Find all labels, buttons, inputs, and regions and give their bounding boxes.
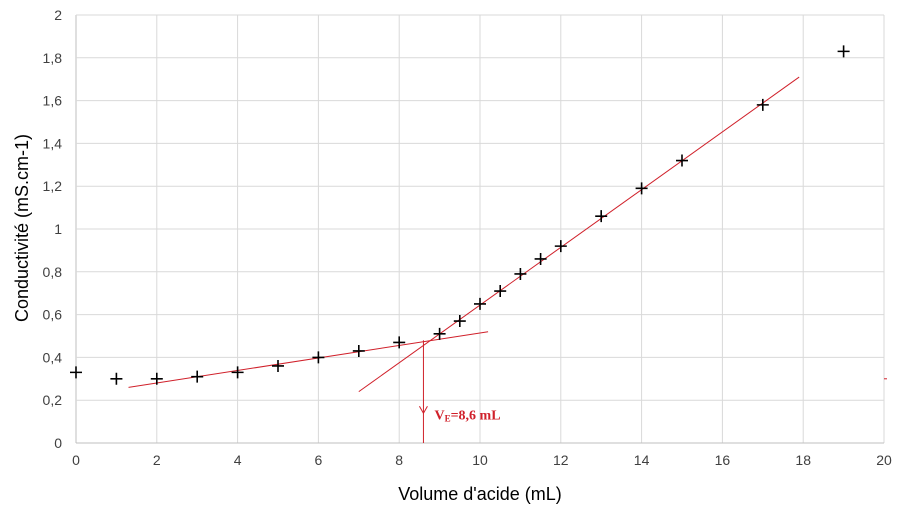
data-points: [70, 45, 850, 385]
equivalence-label: VE=8,6 mL: [434, 408, 500, 423]
x-tick-label: 10: [472, 452, 488, 468]
y-axis-title: Conductivité (mS.cm-1): [12, 134, 32, 322]
data-point: [474, 297, 486, 310]
x-tick-label: 6: [315, 452, 323, 468]
x-tick-label: 0: [72, 452, 80, 468]
data-point: [231, 366, 244, 379]
data-point: [110, 372, 123, 385]
y-tick-label: 1,6: [43, 93, 63, 109]
y-tick-label: 0,4: [43, 349, 63, 365]
fit-lines: [128, 76, 800, 393]
equivalence-arrowhead: [419, 406, 428, 415]
y-tick-label: 0,8: [43, 264, 63, 280]
y-tick-label: 1: [54, 221, 62, 237]
data-point: [70, 366, 82, 379]
data-point: [534, 252, 547, 265]
y-tick-label: 0: [54, 435, 62, 451]
x-tick-label: 2: [153, 452, 161, 468]
x-tick-label: 12: [553, 452, 569, 468]
data-point: [393, 336, 406, 349]
data-point: [312, 351, 325, 364]
y-tick-label: 1,2: [43, 178, 63, 194]
equivalence-marker: VE=8,6 mL: [419, 340, 887, 443]
y-tick-label: 0,2: [43, 392, 63, 408]
x-tick-label: 8: [395, 452, 403, 468]
data-point: [514, 267, 527, 280]
data-point: [837, 45, 850, 58]
gridlines: [75, 14, 885, 444]
y-tick-label: 1,4: [43, 135, 63, 151]
x-axis-title: Volume d'acide (mL): [398, 484, 562, 504]
data-point: [676, 154, 688, 167]
y-tick-label: 0,6: [43, 307, 63, 323]
data-point: [352, 344, 365, 357]
x-tick-label: 14: [634, 452, 650, 468]
data-point: [150, 372, 163, 385]
x-tick-label: 18: [795, 452, 811, 468]
tick-labels: 0 2 4 6 8 10 12 14 16 18 20 0 0,2 0,4 0,6 0,8 1 1,2 1,4 1,6…: [43, 7, 892, 468]
data-point: [272, 359, 284, 372]
data-point: [453, 315, 466, 328]
x-tick-label: 4: [234, 452, 242, 468]
data-point: [756, 98, 769, 111]
data-point: [433, 327, 446, 340]
x-tick-label: 16: [715, 452, 731, 468]
y-tick-label: 1,8: [43, 50, 63, 66]
data-point: [554, 240, 567, 253]
data-point: [191, 370, 204, 383]
x-tick-label: 20: [876, 452, 892, 468]
data-point: [595, 210, 608, 223]
fit-line: [358, 76, 800, 393]
y-tick-label: 2: [54, 7, 62, 23]
data-point: [494, 285, 507, 298]
data-point: [635, 182, 648, 195]
fit-line: [128, 331, 489, 388]
